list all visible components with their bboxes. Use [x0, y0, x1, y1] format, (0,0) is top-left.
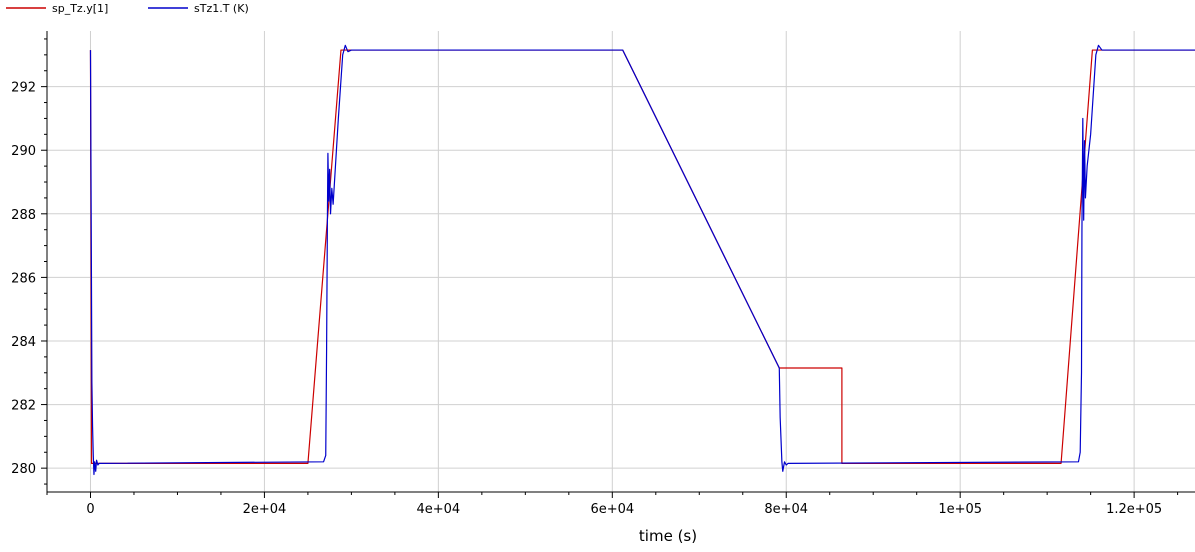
x-tick-label-6: 1.2e+05	[1106, 502, 1162, 517]
x-tick-label-5: 1e+05	[938, 502, 982, 517]
legend: sp_Tz.y[1] sTz1.T (K)	[6, 2, 249, 15]
x-axis-title: time (s)	[639, 527, 697, 545]
grid	[47, 31, 1195, 492]
x-tick-label-4: 8e+04	[764, 502, 808, 517]
y-tick-label-2: 284	[11, 335, 36, 350]
x-tick-label-1: 2e+04	[243, 502, 287, 517]
legend-label-1: sTz1.T (K)	[194, 2, 249, 15]
x-tick-label-3: 6e+04	[590, 502, 634, 517]
axes: 0 2e+04 4e+04 6e+04 8e+04 1e+05 1.2e+05 280 282 2…	[11, 31, 1195, 517]
y-tick-label-4: 288	[11, 208, 36, 223]
y-tick-label-6: 292	[11, 81, 36, 96]
y-tick-label-0: 280	[11, 462, 36, 477]
plot-area	[89, 44, 1195, 476]
x-tick-label-2: 4e+04	[417, 502, 461, 517]
series-line-0	[89, 49, 1195, 464]
series-line-1	[89, 44, 1195, 476]
y-tick-label-5: 290	[11, 144, 36, 159]
x-tick-label-0: 0	[86, 502, 94, 517]
y-tick-label-3: 286	[11, 271, 36, 286]
y-tick-label-1: 282	[11, 399, 36, 414]
legend-label-0: sp_Tz.y[1]	[52, 2, 108, 15]
